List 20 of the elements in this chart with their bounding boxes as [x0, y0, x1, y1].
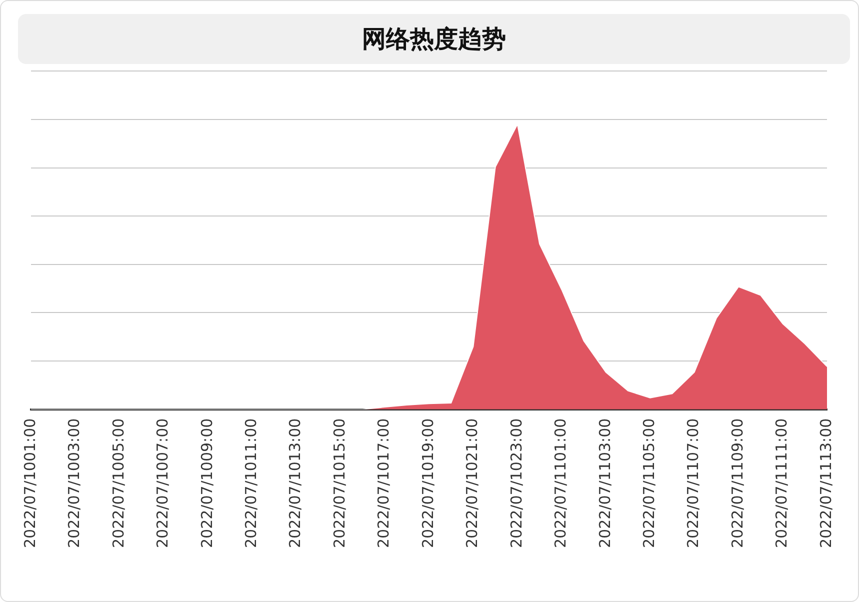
x-tick-label: 2022/07/1105:00	[640, 418, 658, 548]
x-tick-label: 2022/07/1111:00	[772, 418, 791, 548]
x-tick-label: 2022/07/1021:00	[463, 418, 482, 548]
x-tick-label: 2022/07/1007:00	[154, 418, 172, 548]
x-tick-label: 2022/07/1011:00	[242, 418, 260, 548]
x-tick-label: 2022/07/1107:00	[684, 418, 702, 548]
x-tick-label: 2022/07/1009:00	[198, 418, 216, 548]
x-tick-label: 2022/07/1013:00	[286, 418, 304, 548]
x-tick-label: 2022/07/1103:00	[596, 418, 614, 548]
x-tick-label: 2022/07/1113:00	[816, 418, 835, 548]
x-tick-label: 2022/07/1001:00	[20, 418, 39, 548]
x-tick-label: 2022/07/1019:00	[418, 418, 437, 548]
x-tick-label: 2022/07/1109:00	[728, 418, 746, 548]
x-tick-label: 2022/07/1023:00	[507, 418, 526, 548]
x-tick-label: 2022/07/1003:00	[65, 418, 84, 548]
x-tick-label: 2022/07/1015:00	[330, 418, 348, 548]
chart-title: 网络热度趋势	[18, 14, 850, 64]
x-tick-label: 2022/07/1101:00	[552, 418, 570, 548]
x-tick-label: 2022/07/1017:00	[374, 418, 393, 548]
x-tick-label: 2022/07/1005:00	[109, 418, 128, 548]
